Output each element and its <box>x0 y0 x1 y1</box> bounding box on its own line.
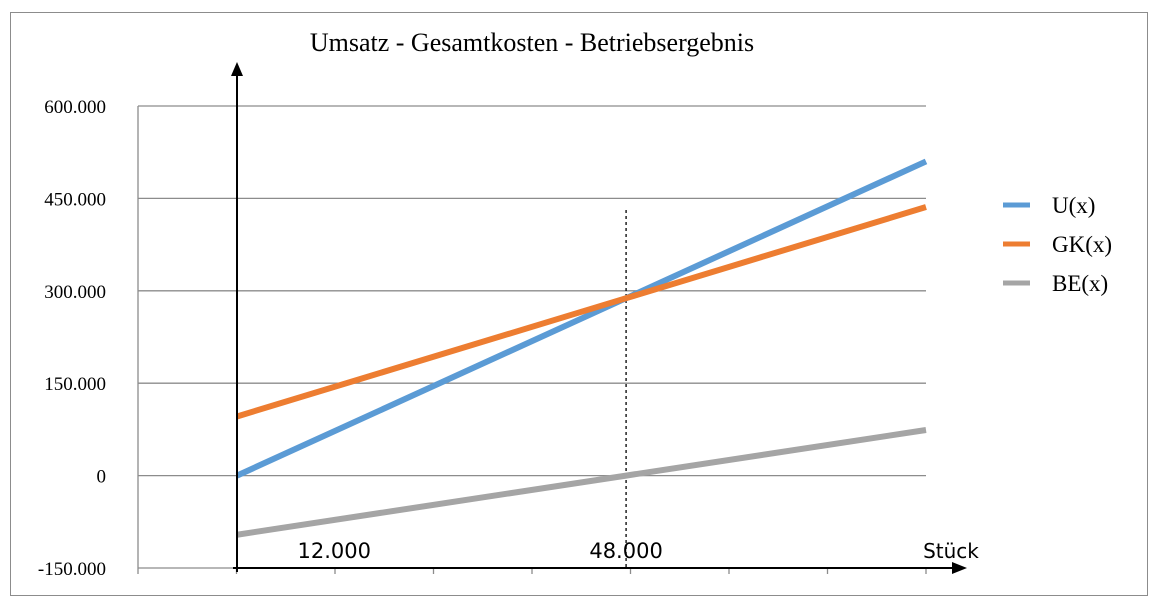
y-tick-label: 150.000 <box>44 374 106 395</box>
chart-title: Umsatz - Gesamtkosten - Betriebsergebnis <box>310 28 754 57</box>
y-tick-label: 600.000 <box>44 97 106 118</box>
series-lines <box>235 158 928 538</box>
axes <box>231 62 967 574</box>
series-line-gkx <box>236 204 927 420</box>
x-tick-label: 48.000 <box>589 539 662 563</box>
legend-label: U(x) <box>1052 193 1095 218</box>
y-tick-labels: -150.000 0 150.000 300.000 450.000 600.000 <box>38 97 106 580</box>
y-tick-label: 450.000 <box>44 189 106 210</box>
y-axis-arrow-icon <box>231 62 243 76</box>
y-tick-label: -150.000 <box>38 559 106 580</box>
legend-label: BE(x) <box>1052 271 1108 296</box>
y-tick-label: 300.000 <box>44 282 106 303</box>
y-tick-label: 0 <box>97 467 107 488</box>
x-tick-labels: 12.000 48.000 Stück <box>298 539 980 563</box>
series-line-ux <box>235 158 928 479</box>
x-axis-label: Stück <box>923 539 979 563</box>
legend: U(x) GK(x) BE(x) <box>1003 193 1112 296</box>
legend-label: GK(x) <box>1052 232 1112 257</box>
x-tick-label: 12.000 <box>298 539 371 563</box>
chart-frame <box>10 12 1148 596</box>
gridlines <box>137 105 926 569</box>
series-line-bex <box>236 427 927 538</box>
x-axis-arrow-icon <box>952 562 967 574</box>
